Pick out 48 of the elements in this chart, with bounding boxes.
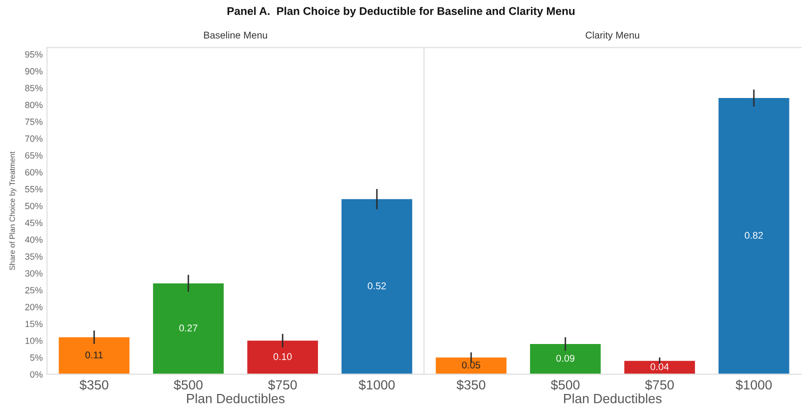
x-tick-label: $1000 — [358, 380, 395, 390]
y-tick-label: 35% — [25, 253, 43, 260]
chart-subtitle: Clarity Menu — [586, 31, 640, 40]
x-axis-title: Plan Deductibles — [187, 394, 285, 404]
y-tick-label: 30% — [25, 270, 43, 277]
y-tick-label: 85% — [25, 84, 43, 92]
x-tick-label: $350 — [456, 380, 486, 390]
chart-subtitle: Baseline Menu — [204, 31, 268, 39]
bar — [436, 357, 506, 374]
y-tick-label: 60% — [25, 169, 43, 176]
y-tick-label: 45% — [24, 220, 43, 226]
y-tick-label: 90% — [25, 68, 43, 74]
y-tick-label: 70% — [25, 135, 43, 142]
y-tick-label: 65% — [25, 152, 43, 159]
y-tick-label: 40% — [24, 236, 43, 243]
bar — [342, 199, 412, 374]
data-label: 0.09 — [556, 354, 574, 362]
x-tick-label: $500 — [174, 380, 203, 390]
data-label: 0.27 — [179, 324, 198, 332]
data-label: 0.11 — [85, 351, 103, 358]
y-tick-label: 5% — [30, 354, 43, 361]
y-tick-label: 55% — [25, 186, 43, 192]
bar — [718, 98, 790, 374]
y-tick-label: 25% — [25, 287, 43, 294]
y-tick-label: 95% — [25, 51, 43, 58]
y-tick-label: 80% — [25, 102, 43, 108]
y-tick-label: 0% — [30, 371, 43, 378]
data-label: 0.10 — [274, 353, 292, 360]
y-tick-label: 75% — [25, 118, 43, 125]
y-tick-label: 50% — [25, 202, 43, 210]
chart-title: Panel A. Plan Choice by Deductible for Baseline and Clarity Menu — [228, 6, 574, 18]
bar — [153, 283, 224, 374]
bar — [58, 337, 130, 374]
data-label: 0.82 — [744, 232, 763, 239]
x-tick-label: $1000 — [736, 380, 772, 390]
x-tick-label: $500 — [550, 380, 580, 390]
data-label: 0.04 — [650, 363, 669, 370]
x-tick-label: $750 — [645, 380, 674, 390]
y-tick-label: 10% — [25, 338, 43, 344]
x-tick-label: $350 — [80, 380, 108, 390]
data-label: 0.52 — [368, 282, 386, 290]
data-label: 0.05 — [462, 362, 480, 368]
x-tick-label: $750 — [268, 380, 297, 390]
bar — [247, 340, 318, 374]
x-axis-title: Plan Deductibles — [564, 394, 662, 404]
y-tick-label: 20% — [25, 304, 43, 310]
bar — [530, 344, 601, 374]
y-tick-label: 15% — [25, 320, 43, 328]
